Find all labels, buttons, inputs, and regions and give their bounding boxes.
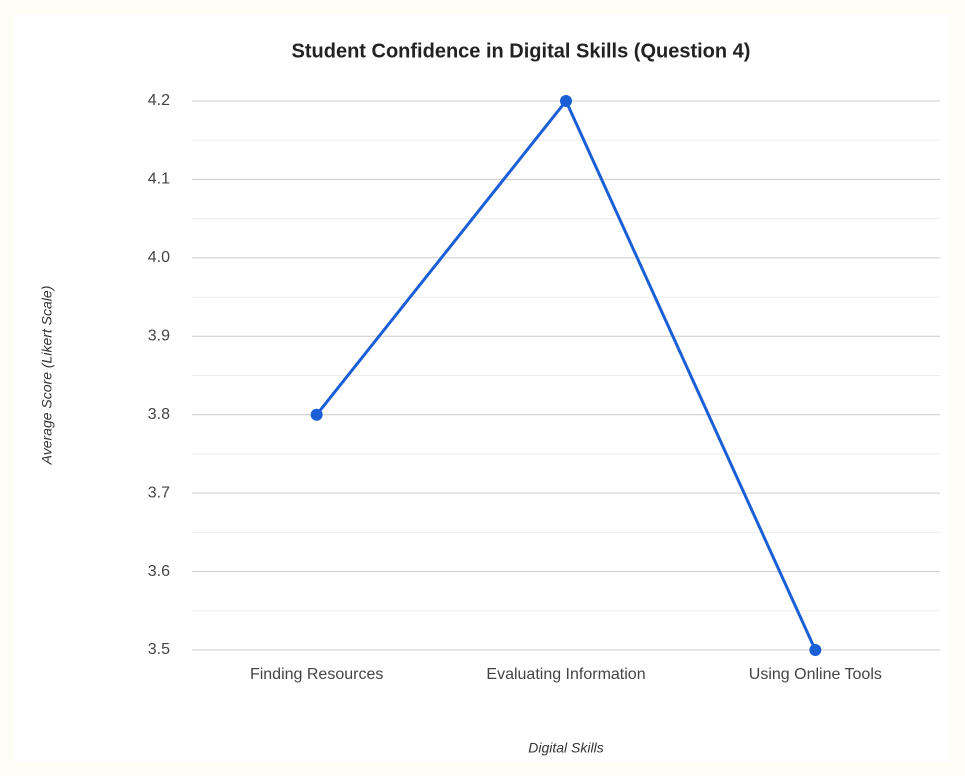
chart-title: Student Confidence in Digital Skills (Qu…: [292, 40, 751, 62]
point: [560, 95, 572, 107]
x-tick-label: Evaluating Information: [486, 666, 645, 683]
chart-background: [14, 14, 951, 762]
x-axis-label: Digital Skills: [528, 740, 603, 756]
y-tick-label: 3.6: [148, 563, 170, 580]
y-tick-label: 4.1: [148, 171, 170, 188]
y-tick-label: 3.5: [148, 641, 170, 658]
x-tick-label: Finding Resources: [250, 666, 383, 683]
y-axis-label: Average Score (Likert Scale): [39, 286, 55, 466]
y-tick-label: 3.8: [148, 406, 170, 423]
y-tick-label: 3.7: [148, 484, 170, 501]
point: [310, 408, 323, 421]
y-tick-label: 4.0: [148, 249, 170, 266]
y-tick-label: 3.9: [148, 328, 170, 345]
point: [809, 644, 822, 656]
y-tick-label: 4.2: [148, 92, 170, 109]
x-tick-label: Using Online Tools: [749, 666, 882, 683]
